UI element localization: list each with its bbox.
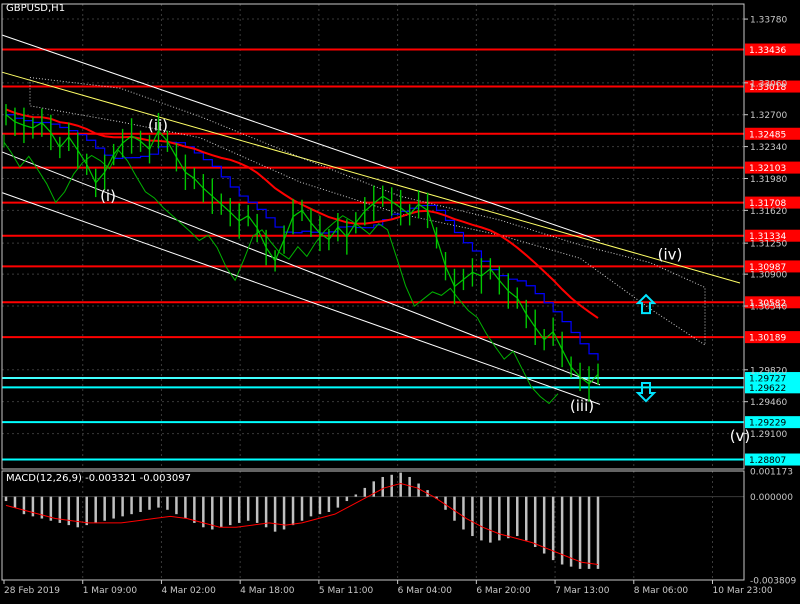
- macd-y-tick-label: 0.001173: [750, 468, 793, 478]
- y-tick-label: 1.31250: [750, 240, 787, 250]
- wave-label: (i): [100, 187, 116, 205]
- target-level-label: 1.29727: [749, 375, 786, 385]
- cloud-area: [29, 76, 706, 346]
- x-tick-label: 5 Mar 11:00: [319, 586, 374, 596]
- resistance-level-label: 1.30582: [749, 299, 786, 309]
- macd-y-tick-label: 0.000000: [750, 493, 793, 503]
- resistance-level-label-bg: [745, 196, 800, 209]
- y-tick-label: 1.32700: [750, 111, 787, 121]
- arrow-down-icon: [635, 382, 657, 403]
- y-tick-label: 1.33060: [750, 79, 787, 89]
- target-level-label-bg: [745, 453, 800, 466]
- resistance-level-label-bg: [745, 331, 800, 344]
- resistance-level-label: 1.30987: [749, 263, 786, 273]
- resistance-level-label: 1.30189: [749, 334, 786, 344]
- x-tick-label: 6 Mar 20:00: [476, 586, 531, 596]
- trend-line: [1, 71, 741, 284]
- target-level-label: 1.29622: [749, 384, 786, 394]
- price-line: [5, 114, 599, 385]
- resistance-level-label: 1.33436: [749, 46, 786, 56]
- y-tick-label: 1.31620: [750, 207, 787, 217]
- y-tick-label: 1.29100: [750, 430, 787, 440]
- target-level-label-bg: [745, 381, 800, 394]
- macd-y-tick-label: -0.003809: [750, 577, 796, 587]
- resistance-level-label: 1.31708: [749, 199, 786, 209]
- target-level-label-bg: [745, 416, 800, 429]
- arrow-up-icon: [635, 293, 657, 315]
- wave-label: (iii): [570, 397, 594, 415]
- y-tick-label: 1.30540: [750, 303, 787, 313]
- trend-channel: [1, 34, 741, 405]
- macd-label: MACD(12,26,9) -0.003321 -0.003097: [6, 473, 191, 484]
- resistance-level-label: 1.32103: [749, 164, 786, 174]
- x-tick-label: 28 Feb 2019: [4, 586, 60, 596]
- y-tick-label: 1.33780: [750, 16, 787, 26]
- resistance-level-label-bg: [745, 80, 800, 93]
- x-tick-label: 4 Mar 02:00: [161, 586, 216, 596]
- wave-label: (iv): [658, 246, 683, 264]
- target-level-label: 1.28807: [749, 456, 786, 466]
- macd-panel: 0.001173 0.000000 -0.003809: [2, 468, 796, 587]
- x-tick-label: 10 Mar 23:00: [713, 586, 773, 596]
- channel-middle-line: [1, 151, 601, 386]
- wave-label: (v): [730, 427, 751, 445]
- x-tick-label: 6 Mar 04:00: [398, 586, 453, 596]
- y-tick-label: 1.29460: [750, 398, 787, 408]
- channel-upper-line: [1, 34, 601, 241]
- y-tick-label: 1.32340: [750, 143, 787, 153]
- axes: 1.33780 1.33060 1.32700 1.32340 1.31980 1.316…: [1, 3, 787, 596]
- resistance-level-label-bg: [745, 161, 800, 174]
- main-panel-frame: [1, 3, 745, 470]
- price-series: [2, 104, 744, 405]
- y-tick-label: 1.29820: [750, 366, 787, 376]
- resistance-level-label: 1.32485: [749, 130, 786, 140]
- target-level-label: 1.29229: [749, 419, 786, 429]
- resistance-level-label: 1.31334: [749, 232, 786, 242]
- lagging-span: [3, 134, 559, 405]
- resistance-level-label-bg: [745, 260, 800, 273]
- x-tick-label: 4 Mar 18:00: [240, 586, 295, 596]
- x-tick-label: 8 Mar 06:00: [634, 586, 689, 596]
- y-tick-label: 1.31980: [750, 175, 787, 185]
- x-tick-label: 1 Mar 09:00: [83, 586, 138, 596]
- y-tick-label: 1.30900: [750, 271, 787, 281]
- x-tick-label: 7 Mar 13:00: [555, 586, 610, 596]
- macd-panel-frame: [1, 470, 745, 581]
- resistance-level-label-bg: [745, 229, 800, 242]
- resistance-level-label-bg: [745, 43, 800, 56]
- wave-label: (ii): [148, 116, 168, 134]
- macd-signal-line: [5, 483, 599, 565]
- symbol-label: GBPUSD,H1: [6, 3, 66, 14]
- resistance-level-label: 1.33018: [749, 83, 786, 93]
- resistance-level-label-bg: [745, 127, 800, 140]
- wave-annotations: (i) (ii) (iii) (iv) (v): [100, 116, 750, 445]
- channel-lower-line: [1, 192, 601, 405]
- target-level-label-bg: [745, 372, 800, 385]
- resistance-level-label-bg: [745, 296, 800, 309]
- level-lines: 1.33436 1.33018 1.32485 1.32103 1.31708 1.313…: [2, 43, 800, 466]
